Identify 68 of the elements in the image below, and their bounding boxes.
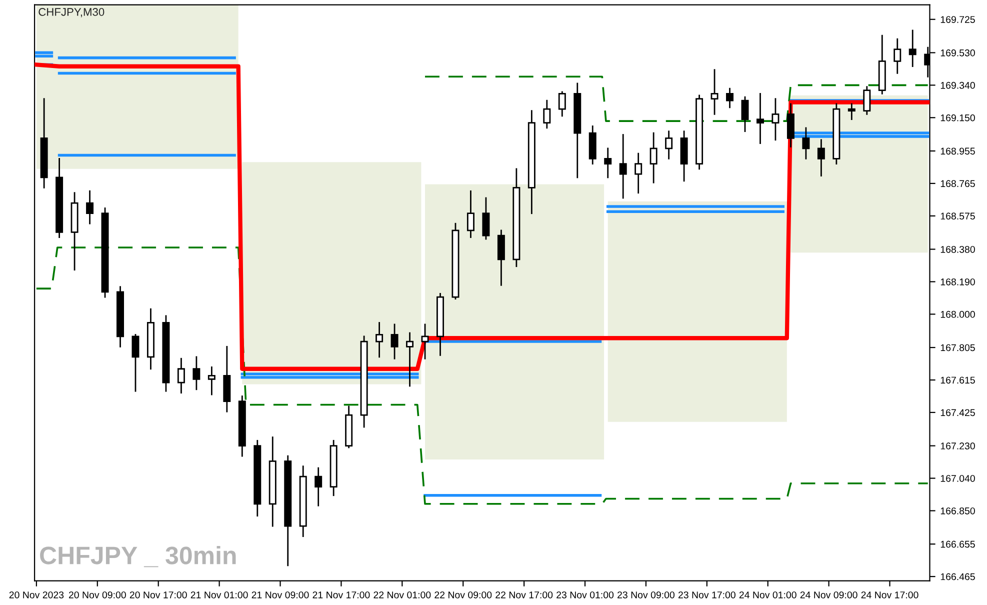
candlestick [390, 324, 398, 360]
y-tick-label: 167.425 [940, 409, 975, 416]
y-tick-label: 168.575 [940, 212, 975, 220]
candlestick [497, 230, 505, 286]
candlestick [314, 467, 322, 506]
y-tick-label: 166.850 [940, 507, 975, 514]
x-tick-label: 22 Nov 01:00 [374, 591, 431, 598]
candlestick [710, 69, 718, 115]
y-tick-label: 166.655 [940, 540, 975, 548]
x-tick-label: 23 Nov 17:00 [678, 591, 736, 598]
candlestick [406, 332, 414, 387]
y-tick-label: 169.340 [940, 82, 975, 89]
candlestick [421, 324, 429, 360]
candlestick [650, 132, 658, 184]
candlestick [756, 93, 764, 144]
y-tick-label: 169.150 [940, 114, 975, 122]
x-tick-label: 21 Nov 01:00 [190, 591, 248, 598]
y-tick-label: 167.615 [940, 376, 975, 384]
x-tick-label: 22 Nov 17:00 [496, 591, 553, 598]
y-tick-label: 169.530 [940, 49, 975, 56]
x-tick-label: 22 Nov 09:00 [434, 591, 492, 598]
x-tick-label: 24 Nov 09:00 [800, 591, 858, 598]
x-tick-label: 20 Nov 09:00 [68, 591, 126, 598]
candlestick [908, 30, 916, 68]
y-tick-label: 169.725 [940, 16, 975, 23]
candlestick [863, 86, 871, 115]
y-tick-label: 167.040 [940, 474, 975, 482]
x-tick-label: 23 Nov 01:00 [556, 591, 614, 598]
candlestick [604, 148, 612, 178]
candlestick [132, 334, 140, 392]
candlestick [192, 356, 200, 390]
candlestick [772, 98, 780, 141]
candlestick [634, 152, 642, 194]
candlestick [558, 91, 566, 117]
y-tick-label: 168.955 [940, 148, 975, 155]
candlestick [786, 103, 794, 148]
y-tick-label: 168.000 [940, 310, 975, 318]
x-tick-label: 21 Nov 17:00 [312, 591, 370, 598]
candlestick [817, 139, 825, 176]
candlestick [894, 38, 902, 74]
candlestick [466, 190, 474, 238]
candlestick [543, 100, 551, 129]
x-tick-label: 20 Nov 2023 [9, 591, 64, 598]
y-tick-label: 168.380 [940, 246, 975, 253]
annotation: CHFJPY _ 30min [40, 546, 236, 568]
y-tick-label: 168.190 [940, 278, 975, 286]
y-tick-label: 167.805 [940, 344, 975, 352]
y-tick-label: 168.765 [940, 180, 975, 188]
x-tick-label: 20 Nov 17:00 [130, 591, 187, 598]
y-tick-label: 167.230 [940, 442, 975, 450]
candlestick [376, 322, 384, 358]
x-tick-label: 24 Nov 01:00 [739, 591, 796, 598]
candlestick [619, 134, 627, 199]
y-tick-label: 166.465 [940, 573, 975, 580]
candlestick [726, 88, 734, 108]
candlestick [741, 96, 749, 132]
x-tick-label: 23 Nov 09:00 [618, 591, 674, 598]
x-tick-label: 24 Nov 17:00 [861, 591, 918, 598]
candlestick [208, 366, 216, 396]
candlestick [802, 127, 810, 160]
candlestick [665, 130, 673, 160]
x-tick-label: 21 Nov 09:00 [252, 591, 309, 598]
line-series [36, 246, 929, 505]
candlestick [86, 190, 94, 224]
chart-title: CHFJPY,M30 [38, 8, 104, 18]
candlestick [177, 358, 185, 394]
candlestick [848, 103, 856, 120]
candlestick [482, 197, 490, 240]
